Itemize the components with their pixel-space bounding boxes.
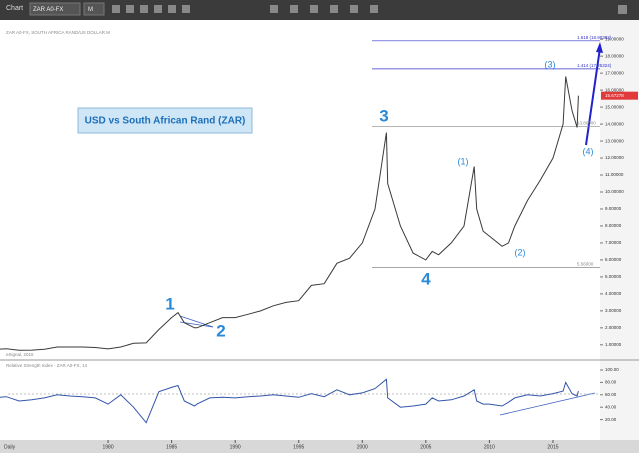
level-label: 5.56000 [577,262,594,267]
tool-icon[interactable] [618,5,627,14]
subwave-label: (3) [545,59,556,69]
headline: USD vs South African Rand (ZAR) [85,116,246,127]
projection-arrow [585,47,601,146]
y-tick-label: 2.00000 [605,325,622,330]
tool-icon[interactable] [370,5,378,13]
tool-icon[interactable] [350,5,358,13]
tool-icon[interactable] [182,5,190,13]
subwave-label: (4) [583,146,594,156]
wave-label: 2 [216,321,225,340]
y-tick-label: 13.00000 [605,138,624,143]
wave-label: 3 [379,106,388,125]
toolbar-icons [112,5,627,14]
price-axis [600,20,639,440]
y-tick-label: 15.00000 [605,104,624,109]
arrow-head [596,42,603,53]
y-tick-label: 3.00000 [605,308,622,313]
wave-labels: 1 2 3 4 (1) (2) (3) (4) [165,59,593,340]
y-tick-label: 4.00000 [605,291,622,296]
headline-box [77,107,253,134]
tool-icon[interactable] [140,5,148,13]
time-axis [0,440,639,453]
rsi-trendline [499,392,596,416]
x-tick-label: 1990 [230,444,241,450]
window-title: Chart [6,5,23,12]
y-tick-label: 17.00000 [605,70,624,75]
x-tick-label: 2015 [547,444,558,450]
tool-icon[interactable] [112,5,120,13]
indicator-title: Relative Strength Index - ZAR A0-FX, 14 [6,363,88,368]
symbol: ZAR A0-FX [33,7,63,13]
subwave-label: (1) [458,156,469,166]
level-label: 1.618 (18.90382) [577,35,612,40]
tool-icon[interactable] [290,5,298,13]
y-tick-label: 8.00000 [605,223,622,228]
symbol-box[interactable] [29,2,81,16]
interval: M [88,7,93,13]
y-tick-label: 1.00000 [605,342,622,347]
subwave-label: (2) [515,247,526,257]
y-tick-label: 7.00000 [605,240,622,245]
tab[interactable]: Daily [4,444,16,450]
y-tick-label: 5.00000 [605,274,622,279]
series-line [0,378,579,424]
wave-label: 1 [165,294,174,313]
x-tick-label: 1985 [166,444,177,450]
tool-icon[interactable] [168,5,176,13]
level-label: 13.86000 [577,121,596,126]
y-tick-label: 10.00000 [605,189,624,194]
y-tick-label: 12.00000 [605,155,624,160]
chart-title: ZAR A0-FX, SOUTH AFRICA RAND/US DOLLAR M [6,30,110,35]
x-tick-label: 2010 [484,444,495,450]
y-tick-label: 6.00000 [605,257,622,262]
trendline [179,315,214,328]
y-tick-label: 40.00 [605,404,617,409]
y-tick-label: 11.00000 [605,172,624,177]
tool-icon[interactable] [330,5,338,13]
tool-icon[interactable] [154,5,162,13]
x-tick-label: 1980 [102,444,113,450]
y-tick-label: 20.00 [605,417,617,422]
y-tick-label: 9.00000 [605,206,622,211]
y-tick-label: 19.00000 [605,36,624,41]
level-label: 1.414 (17.25324) [577,63,612,68]
interval-box[interactable] [83,2,105,16]
source: eSignal, 2016 [6,352,34,357]
last-price-label: 15.67278 [605,93,624,98]
last-price-box [601,91,638,100]
tool-icon[interactable] [270,5,278,13]
y-tick-label: 100.00 [605,367,619,372]
tool-icon[interactable] [126,5,134,13]
y-tick-label: 14.00000 [605,121,624,126]
y-tick-label: 80.00 [605,380,617,385]
chart-area [0,20,639,440]
x-tick-label: 1995 [293,444,304,450]
tool-icon[interactable] [310,5,318,13]
x-tick-label: 2005 [420,444,431,450]
x-tick-label: 2000 [357,444,368,450]
series-line [0,76,579,351]
wave-label: 4 [421,269,431,288]
y-tick-label: 60.00 [605,392,617,397]
y-tick-label: 16.00000 [605,87,624,92]
y-tick-label: 18.00000 [605,53,624,58]
